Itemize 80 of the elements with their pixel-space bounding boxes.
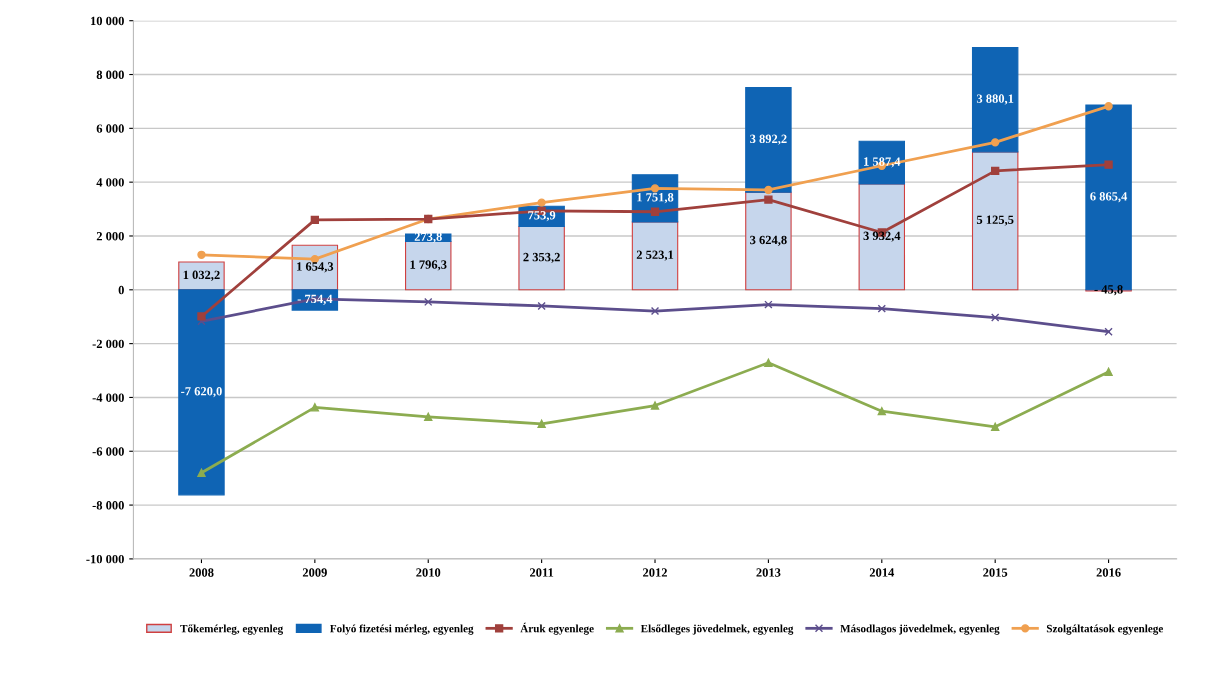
- data-label: 3 624,8: [750, 235, 787, 246]
- data-label: 5 125,5: [976, 215, 1014, 226]
- y-tick-label: -6 000: [92, 447, 124, 456]
- y-tick-label: 4 000: [96, 178, 124, 187]
- bar: [858, 140, 906, 185]
- point: [877, 304, 886, 313]
- point: [310, 403, 320, 412]
- data-label: 1 751,8: [637, 193, 674, 204]
- point: [310, 215, 320, 225]
- legend-label: Elsődleges jövedelmek, egyenleg: [640, 624, 794, 635]
- point: [764, 185, 773, 195]
- point: [537, 198, 546, 207]
- point: [877, 406, 886, 416]
- point: [424, 297, 433, 307]
- data-label: 1 032,2: [183, 270, 220, 281]
- point: [1104, 102, 1113, 111]
- x-tick-label: 2009: [302, 568, 327, 577]
- data-label: 1 654,3: [297, 262, 334, 273]
- point: [197, 250, 206, 259]
- legend-label: Másodlagos jövedelmek, egyenleg: [840, 624, 1000, 635]
- point: [650, 184, 660, 193]
- x-tick-label: 2013: [756, 568, 781, 577]
- point: [1104, 327, 1113, 336]
- y-tick-label: 10 000: [91, 16, 124, 26]
- data-label: 3 932,4: [863, 231, 901, 242]
- point: [991, 166, 1000, 176]
- data-label: - 754,4: [297, 294, 333, 305]
- x-tick-label: 2014: [869, 568, 895, 577]
- data-label: 753,9: [528, 211, 556, 222]
- point: [424, 412, 433, 421]
- bar: [745, 86, 792, 193]
- point: [1104, 367, 1113, 377]
- x-tick-label: 2015: [983, 568, 1008, 577]
- point: [197, 312, 206, 321]
- y-tick-label: -2 000: [92, 339, 124, 349]
- y-tick-label: -8 000: [92, 501, 124, 510]
- bar: [971, 151, 1019, 291]
- data-label: 2 523,1: [636, 250, 674, 261]
- x-tick-label: 2016: [1096, 568, 1121, 577]
- data-label: 1 796,3: [410, 260, 447, 271]
- y-tick-label: 0: [118, 285, 124, 295]
- point: [764, 195, 773, 204]
- y-tick-label: 2 000: [96, 232, 124, 241]
- y-tick-label: 6 000: [96, 124, 124, 133]
- point: [537, 301, 546, 311]
- x-tick-label: 2012: [643, 568, 667, 577]
- point: [991, 138, 1000, 147]
- point: [650, 207, 660, 216]
- bar: [745, 191, 792, 291]
- point: [650, 306, 660, 316]
- x-tick-label: 2011: [530, 568, 554, 577]
- data-label: 6 865,4: [1090, 192, 1128, 203]
- bar: [518, 225, 565, 291]
- bar: [858, 183, 906, 291]
- bar: [178, 289, 225, 496]
- point: [537, 419, 546, 428]
- data-label: 3 880,1: [976, 94, 1014, 105]
- point: [991, 313, 1000, 322]
- y-tick-label: -10 000: [86, 554, 124, 564]
- bar: [631, 221, 679, 291]
- data-label: 3 892,2: [750, 134, 787, 145]
- point: [1104, 160, 1113, 169]
- point: [650, 401, 660, 410]
- y-tick-label: 8 000: [96, 70, 124, 79]
- point: [991, 422, 1000, 431]
- point: [764, 300, 773, 309]
- y-tick-label: -4 000: [92, 393, 124, 402]
- legend-label: Szolgáltatások egyenlege: [1046, 624, 1163, 635]
- x-tick-label: 2010: [416, 568, 441, 577]
- legend-label: Folyó fizetési mérleg, egyenleg: [330, 624, 474, 635]
- legend-label: Áruk egyenlege: [520, 622, 594, 635]
- legend-label: Tőkemérleg, egyenleg: [180, 624, 284, 635]
- point: [197, 468, 206, 477]
- bar: [971, 46, 1019, 153]
- x-tick-label: 2008: [189, 568, 214, 577]
- data-label: 2 353,2: [523, 252, 560, 264]
- bar: [178, 261, 225, 291]
- data-label: -7 620,0: [181, 387, 222, 398]
- data-label: - 45,8: [1094, 285, 1123, 296]
- point: [764, 358, 773, 367]
